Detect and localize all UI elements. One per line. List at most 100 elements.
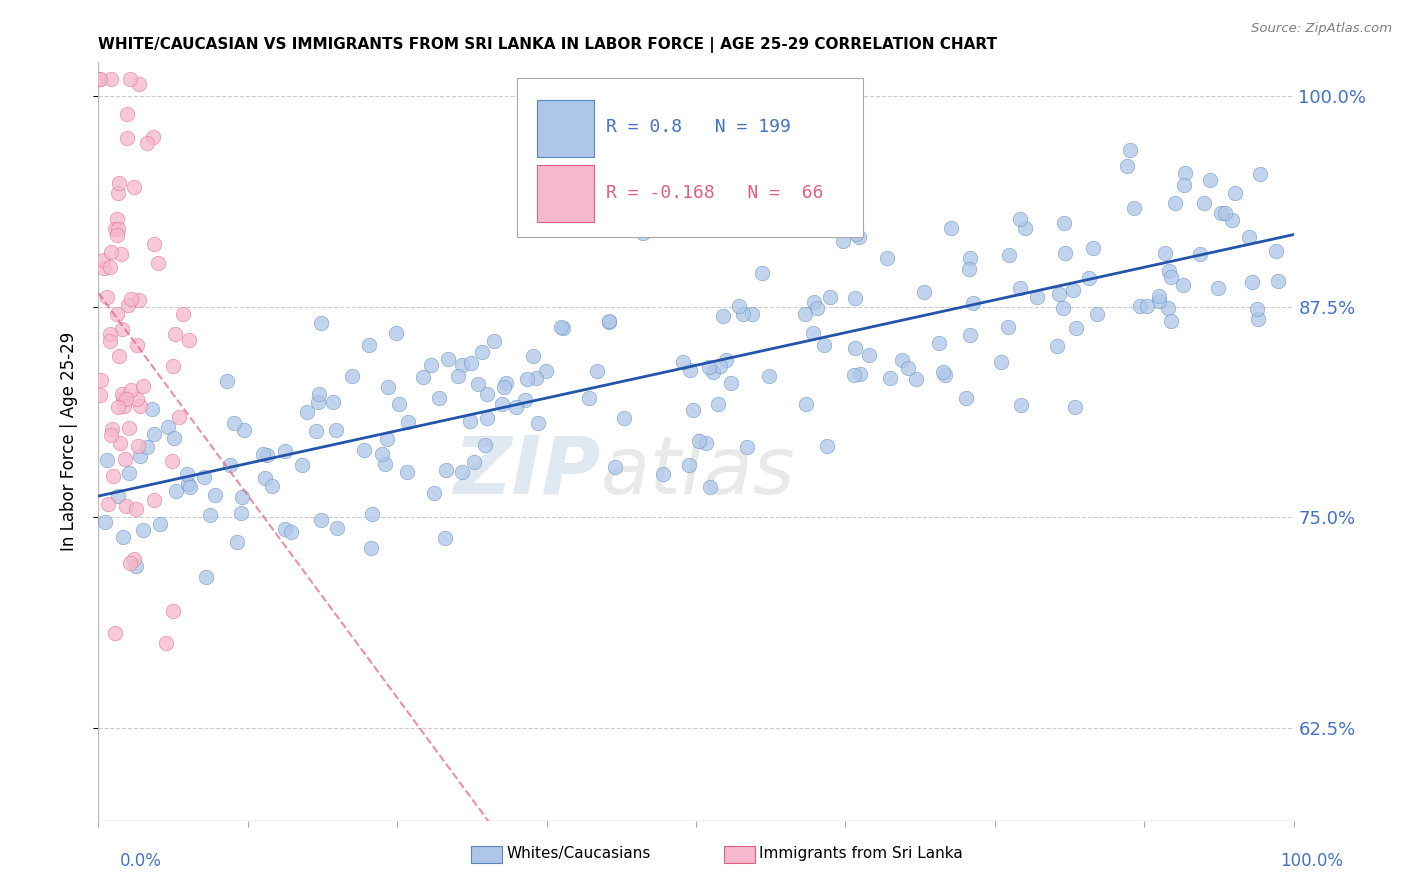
Point bbox=[385, 326, 408, 341]
Point bbox=[104, 222, 127, 236]
Point bbox=[1010, 398, 1032, 412]
Point bbox=[550, 320, 572, 334]
Point bbox=[121, 292, 143, 306]
Point bbox=[128, 293, 150, 307]
Point bbox=[115, 499, 138, 513]
Point bbox=[1085, 308, 1108, 322]
Point bbox=[110, 247, 132, 261]
Point bbox=[291, 458, 314, 472]
Point bbox=[280, 524, 302, 539]
Point bbox=[128, 450, 150, 464]
Point bbox=[198, 508, 221, 522]
Point bbox=[274, 521, 297, 535]
Point bbox=[125, 559, 148, 574]
Point bbox=[89, 387, 111, 401]
Point bbox=[495, 376, 517, 391]
Point bbox=[741, 307, 763, 321]
Point bbox=[169, 410, 191, 425]
Point bbox=[374, 457, 396, 471]
Point bbox=[311, 316, 333, 330]
Point bbox=[195, 570, 218, 584]
Point bbox=[845, 227, 868, 242]
Point bbox=[131, 524, 153, 538]
Point bbox=[1046, 338, 1069, 352]
Point bbox=[1047, 287, 1070, 301]
Point bbox=[165, 483, 187, 498]
Point bbox=[97, 497, 120, 511]
Point bbox=[305, 424, 328, 438]
Point bbox=[711, 309, 734, 323]
Point bbox=[897, 361, 920, 376]
Point bbox=[156, 420, 179, 434]
Point bbox=[117, 298, 139, 312]
Point bbox=[844, 341, 866, 355]
Point bbox=[492, 380, 515, 394]
Point bbox=[105, 228, 128, 243]
Point bbox=[815, 439, 838, 453]
Point bbox=[463, 454, 485, 468]
Point bbox=[100, 72, 122, 87]
Point bbox=[311, 513, 333, 527]
Point bbox=[93, 261, 115, 276]
Point bbox=[1077, 271, 1099, 285]
Point bbox=[1062, 283, 1084, 297]
Point bbox=[1206, 281, 1229, 295]
Point bbox=[1157, 301, 1180, 316]
Point bbox=[697, 360, 720, 375]
Point bbox=[471, 345, 494, 359]
Point bbox=[108, 349, 131, 363]
Point bbox=[890, 352, 912, 367]
Point bbox=[1246, 302, 1268, 317]
Point bbox=[307, 394, 329, 409]
Point bbox=[165, 327, 187, 342]
Point bbox=[467, 377, 489, 392]
Point bbox=[1267, 274, 1289, 288]
Point bbox=[371, 446, 394, 460]
Point bbox=[1265, 244, 1288, 258]
Point bbox=[793, 307, 815, 321]
Point bbox=[474, 437, 496, 451]
Point bbox=[1192, 195, 1215, 210]
Point bbox=[252, 447, 274, 461]
Point bbox=[849, 368, 872, 382]
Text: atlas: atlas bbox=[600, 433, 796, 511]
Point bbox=[598, 315, 620, 329]
Point bbox=[939, 221, 962, 235]
Point bbox=[1171, 277, 1194, 292]
Point bbox=[108, 177, 131, 191]
Point bbox=[360, 541, 382, 556]
Point bbox=[524, 371, 547, 385]
Point bbox=[534, 364, 557, 378]
Point bbox=[433, 531, 456, 545]
Point bbox=[100, 428, 122, 442]
Point bbox=[107, 490, 129, 504]
Point bbox=[322, 395, 344, 409]
Point bbox=[103, 625, 125, 640]
Point bbox=[274, 444, 297, 458]
Point bbox=[101, 422, 124, 436]
Point bbox=[98, 326, 121, 341]
Point bbox=[105, 211, 128, 226]
Point bbox=[256, 449, 278, 463]
Point bbox=[105, 307, 128, 321]
Point bbox=[231, 490, 253, 504]
Point bbox=[959, 251, 981, 265]
Point bbox=[1064, 401, 1087, 415]
Point bbox=[1249, 168, 1271, 182]
Point bbox=[912, 285, 935, 299]
Point bbox=[326, 521, 349, 535]
Point bbox=[516, 372, 538, 386]
Point bbox=[962, 296, 984, 310]
Point bbox=[1159, 264, 1181, 278]
Point bbox=[699, 480, 721, 494]
Point bbox=[803, 295, 825, 310]
Point bbox=[858, 348, 880, 362]
Point bbox=[179, 480, 201, 494]
Point bbox=[1025, 290, 1047, 304]
Point bbox=[879, 371, 901, 385]
Point bbox=[143, 237, 166, 252]
Text: Immigrants from Sri Lanka: Immigrants from Sri Lanka bbox=[759, 846, 963, 861]
Point bbox=[125, 501, 148, 516]
Point bbox=[1211, 206, 1233, 220]
Point bbox=[990, 354, 1012, 368]
